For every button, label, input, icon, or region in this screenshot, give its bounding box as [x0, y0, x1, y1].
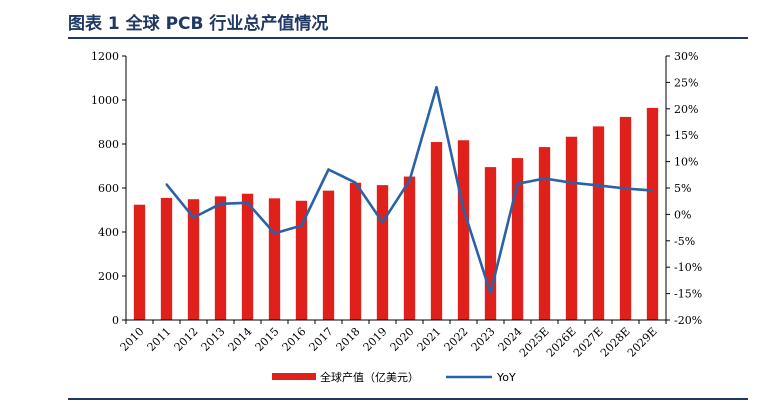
legend-label-output: 全球产值（亿美元） [320, 370, 419, 384]
x-tick-label: 2010 [118, 325, 147, 354]
bar-2024 [511, 158, 524, 320]
bar-2021 [430, 142, 443, 320]
left-tick-label: 200 [98, 270, 119, 283]
right-tick-label: 0% [674, 208, 691, 221]
bar-2010 [133, 204, 146, 320]
yoy-point-2028E [624, 187, 627, 190]
bar-2029E [646, 107, 659, 320]
yoy-point-2019 [381, 221, 384, 224]
x-tick-label: 2028E [598, 325, 633, 360]
yoy-point-2014 [246, 201, 249, 204]
x-tick-label: 2015 [253, 325, 282, 354]
right-tick-label: -20% [674, 314, 702, 327]
yoy-point-2027E [597, 184, 600, 187]
figure-title: 图表 1 全球 PCB 行业总产值情况 [68, 14, 329, 34]
bar-2025E [538, 147, 551, 320]
bar-2016 [295, 200, 308, 320]
yoy-point-2012 [192, 216, 195, 219]
yoy-point-2015 [273, 232, 276, 235]
title-rule [68, 37, 748, 39]
bar-2012 [187, 199, 200, 320]
bottom-rule [68, 398, 748, 400]
yoy-point-2017 [327, 168, 330, 171]
left-tick-label: 600 [98, 182, 119, 195]
x-tick-label: 2018 [334, 325, 363, 354]
bar-2027E [592, 126, 605, 321]
x-tick-label: 2012 [172, 325, 201, 354]
bar-2023 [484, 167, 497, 320]
left-tick-label: 0 [112, 314, 119, 327]
right-tick-label: 10% [674, 156, 698, 169]
x-tick-label: 2022 [442, 325, 471, 354]
yoy-point-2018 [354, 181, 357, 184]
legend-swatch-output [272, 373, 316, 380]
x-tick-label: 2016 [280, 325, 309, 354]
x-tick-label: 2021 [415, 325, 444, 354]
x-tick-label: 2020 [388, 325, 417, 354]
right-tick-label: -10% [674, 261, 702, 274]
yoy-point-2023 [489, 292, 492, 295]
yoy-point-2022 [462, 208, 465, 211]
yoy-point-2011 [165, 183, 168, 186]
bar-2017 [322, 190, 335, 320]
bar-2014 [241, 193, 254, 320]
yoy-point-2024 [516, 182, 519, 185]
yoy-point-2020 [408, 179, 411, 182]
bar-2018 [349, 182, 362, 320]
right-tick-label: 25% [674, 76, 698, 89]
bar-2011 [160, 197, 173, 320]
bar-2020 [403, 176, 416, 320]
left-tick-label: 1200 [91, 50, 119, 63]
bar-2022 [457, 140, 470, 320]
bar-2013 [214, 196, 227, 320]
bar-2019 [376, 185, 389, 320]
legend-label-yoy: YoY [496, 371, 516, 384]
yoy-point-2029E [651, 189, 654, 192]
right-tick-label: 20% [674, 103, 698, 116]
right-tick-label: -5% [674, 235, 695, 248]
yoy-point-2025E [543, 177, 546, 180]
x-tick-label: 2019 [361, 325, 390, 354]
x-tick-label: 2027E [571, 325, 606, 360]
right-tick-label: 15% [674, 129, 698, 142]
right-tick-label: -15% [674, 288, 702, 301]
yoy-point-2026E [570, 181, 573, 184]
x-tick-label: 2013 [199, 325, 228, 354]
bar-2028E [619, 116, 632, 320]
yoy-point-2016 [300, 224, 303, 227]
bar-2026E [565, 136, 578, 320]
left-tick-label: 1000 [91, 94, 119, 107]
x-tick-label: 2011 [145, 325, 174, 354]
right-tick-label: 5% [674, 182, 691, 195]
x-tick-label: 2025E [517, 325, 552, 360]
bar-2015 [268, 198, 281, 320]
right-tick-label: 30% [674, 50, 698, 63]
yoy-point-2013 [219, 202, 222, 205]
x-tick-label: 2014 [226, 325, 255, 354]
x-tick-label: 2026E [544, 325, 579, 360]
yoy-point-2021 [435, 86, 438, 89]
x-tick-label: 2017 [307, 325, 336, 354]
left-tick-label: 400 [98, 226, 119, 239]
x-tick-label: 2023 [469, 325, 498, 354]
x-tick-label: 2029E [625, 325, 660, 360]
left-tick-label: 800 [98, 138, 119, 151]
